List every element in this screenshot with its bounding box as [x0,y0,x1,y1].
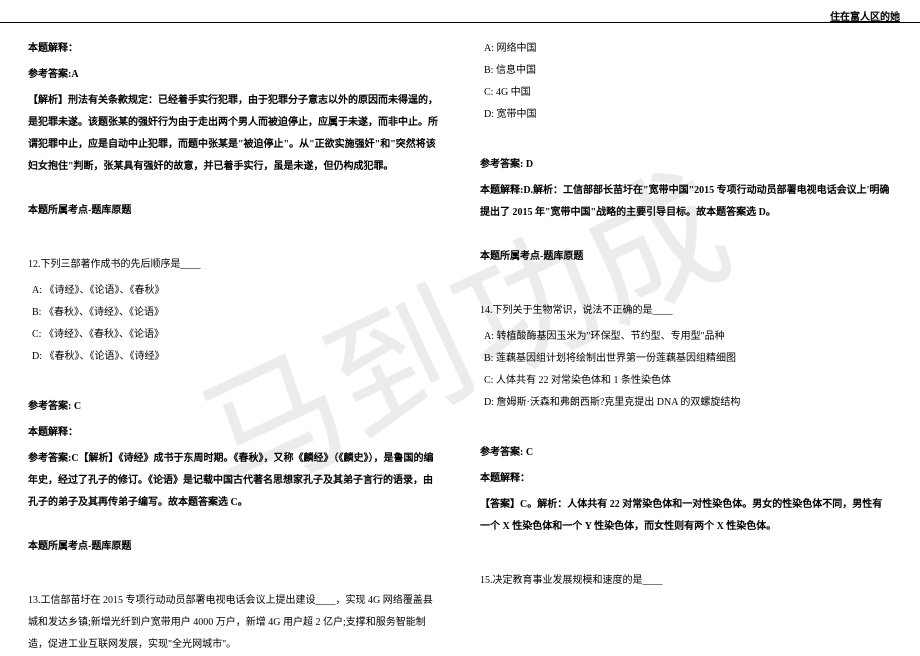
q13-topic-label: 本题所属考点-题库原题 [480,246,892,268]
q12-option-a: A: 《诗经》、《论语》、《春秋》 [28,280,440,302]
topic-label: 本题所属考点-题库原题 [28,200,440,222]
answer-label: 参考答案:A [28,64,440,86]
content-container: 本题解释： 参考答案:A 【解析】刑法有关条款规定：已经着手实行犯罪，由于犯罪分… [0,30,920,651]
q13-option-b: B: 信息中国 [480,60,892,82]
q14-explain-label: 本题解释： [480,468,892,490]
left-column: 本题解释： 参考答案:A 【解析】刑法有关条款规定：已经着手实行犯罪，由于犯罪分… [0,30,460,651]
right-column: A: 网络中国 B: 信息中国 C: 4G 中国 D: 宽带中国 参考答案: D… [460,30,920,651]
q13-option-a: A: 网络中国 [480,38,892,60]
q12-explain-label: 本题解释： [28,422,440,444]
q12-answer-label: 参考答案: C [28,396,440,418]
q14-answer-label: 参考答案: C [480,442,892,464]
q13-option-d: D: 宽带中国 [480,104,892,126]
explain-label: 本题解释： [28,38,440,60]
header-divider [0,22,920,23]
q13-answer-label: 参考答案: D [480,154,892,176]
q13-stem: 13.工信部苗圩在 2015 专项行动动员部署电视电话会议上提出建设____，实… [28,590,440,656]
q12-stem: 12.下列三部著作成书的先后顺序是____ [28,254,440,276]
q12-option-b: B: 《春秋》、《诗经》、《论语》 [28,302,440,324]
q12-option-c: C: 《诗经》、《春秋》、《论语》 [28,324,440,346]
q14-stem: 14.下列关于生物常识，说法不正确的是____ [480,300,892,322]
analysis-text: 【解析】刑法有关条款规定：已经着手实行犯罪，由于犯罪分子意志以外的原因而未得逞的… [28,90,440,178]
q12-topic-label: 本题所属考点-题库原题 [28,536,440,558]
q12-analysis: 参考答案:C【解析】《诗经》成书于东周时期。《春秋》，又称《麟经》（《麟史》），… [28,448,440,514]
q14-option-b: B: 莲藕基因组计划将绘制出世界第一份莲藕基因组精细图 [480,348,892,370]
q15-stem: 15.决定教育事业发展规模和速度的是____ [480,570,892,592]
header-right-text: 住在富人区的她 [830,8,900,23]
q14-option-c: C: 人体共有 22 对常染色体和 1 条性染色体 [480,370,892,392]
q14-analysis: 【答案】C。解析：人体共有 22 对常染色体和一对性染色体。男女的性染色体不同，… [480,494,892,538]
q13-explain: 本题解释:D.解析：工信部部长苗圩在"宽带中国"2015 专项行动动员部署电视电… [480,180,892,224]
q13-option-c: C: 4G 中国 [480,82,892,104]
q14-option-a: A: 转植酸酶基因玉米为"环保型、节约型、专用型"品种 [480,326,892,348]
q12-option-d: D: 《春秋》、《论语》、《诗经》 [28,346,440,368]
q14-option-d: D: 詹姆斯·沃森和弗朗西斯?克里克提出 DNA 的双螺旋结构 [480,392,892,414]
